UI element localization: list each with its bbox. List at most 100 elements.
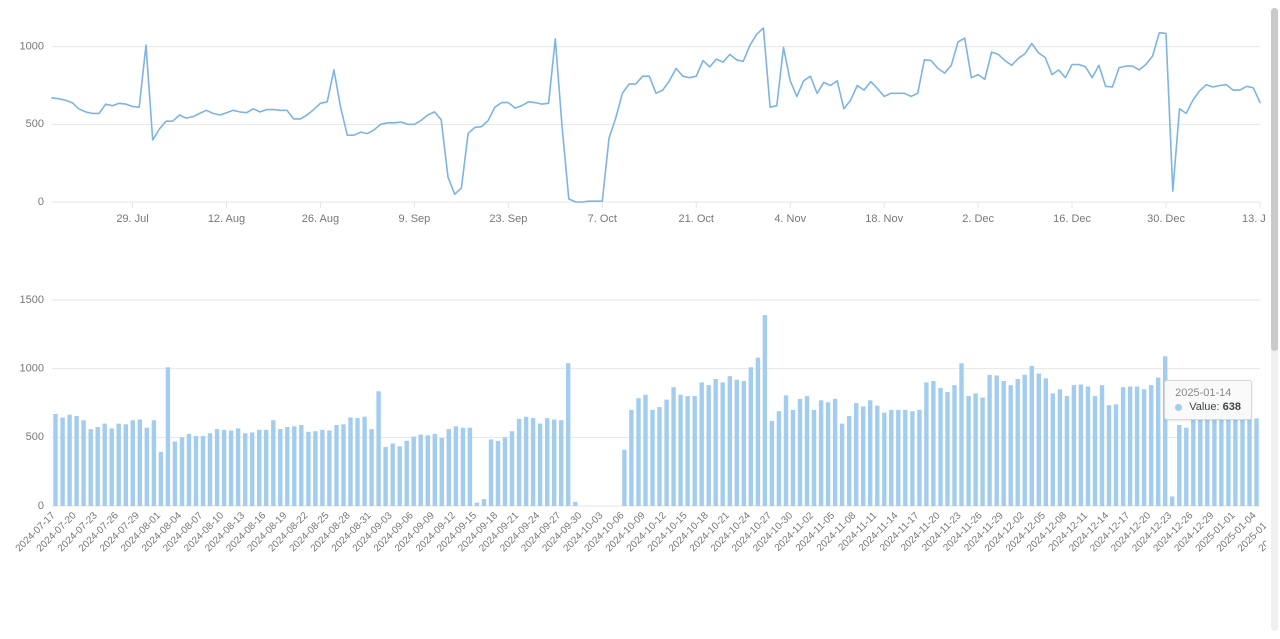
line-chart[interactable]: 0500100029. Jul12. Aug26. Aug9. Sep23. S… [12, 18, 1266, 258]
bar[interactable] [166, 367, 170, 506]
bar[interactable] [629, 410, 633, 506]
bar[interactable] [531, 418, 535, 506]
bar[interactable] [74, 416, 78, 506]
bar[interactable] [383, 447, 387, 506]
bar[interactable] [573, 502, 577, 506]
bar[interactable] [278, 429, 282, 506]
bar[interactable] [552, 420, 556, 507]
bar[interactable] [622, 450, 626, 506]
bar[interactable] [1226, 402, 1230, 506]
bar[interactable] [271, 420, 275, 506]
bar[interactable] [889, 410, 893, 506]
bar[interactable] [1030, 366, 1034, 506]
bar[interactable] [180, 437, 184, 506]
bar[interactable] [517, 419, 521, 506]
bar[interactable] [475, 503, 479, 506]
bar[interactable] [763, 315, 767, 506]
bar[interactable] [419, 435, 423, 506]
bar[interactable] [145, 428, 149, 506]
bar[interactable] [1002, 381, 1006, 506]
bar[interactable] [89, 429, 93, 506]
bar[interactable] [700, 382, 704, 506]
bar[interactable] [173, 442, 177, 507]
bar[interactable] [1093, 396, 1097, 506]
bar[interactable] [1100, 385, 1104, 506]
bar[interactable] [1177, 425, 1181, 506]
bar[interactable] [405, 441, 409, 506]
bar[interactable] [938, 388, 942, 506]
bar[interactable] [1163, 356, 1167, 506]
bar[interactable] [1065, 396, 1069, 506]
bar[interactable] [728, 376, 732, 506]
bar[interactable] [236, 428, 240, 506]
bar[interactable] [440, 438, 444, 506]
bar[interactable] [215, 429, 219, 506]
bar[interactable] [131, 420, 135, 506]
bar[interactable] [187, 434, 191, 506]
bar[interactable] [1149, 385, 1153, 506]
bar[interactable] [1016, 379, 1020, 506]
bar[interactable] [861, 406, 865, 506]
bar[interactable] [222, 430, 226, 506]
bar[interactable] [1212, 404, 1216, 506]
bar[interactable] [426, 435, 430, 506]
bar[interactable] [1023, 375, 1027, 506]
bar[interactable] [334, 425, 338, 506]
bar[interactable] [707, 385, 711, 506]
bar[interactable] [110, 428, 114, 506]
bar[interactable] [1254, 418, 1258, 506]
bar[interactable] [243, 433, 247, 506]
bar[interactable] [636, 398, 640, 506]
bar[interactable] [657, 407, 661, 506]
bar[interactable] [924, 382, 928, 506]
bar[interactable] [257, 430, 261, 506]
bar[interactable] [791, 410, 795, 506]
bar[interactable] [952, 385, 956, 506]
bar[interactable] [461, 428, 465, 506]
bar[interactable] [882, 413, 886, 506]
bar[interactable] [1142, 389, 1146, 506]
bar[interactable] [1184, 428, 1188, 506]
bar[interactable] [1198, 409, 1202, 506]
bar[interactable] [320, 430, 324, 506]
bar[interactable] [355, 418, 359, 506]
bar[interactable] [489, 439, 493, 506]
bar[interactable] [1058, 389, 1062, 506]
bar-chart[interactable]: 0500100015002024-07-172024-07-202024-07-… [12, 290, 1266, 590]
bar[interactable] [847, 416, 851, 506]
bar[interactable] [819, 400, 823, 506]
bar[interactable] [1240, 407, 1244, 506]
bar[interactable] [194, 436, 198, 506]
bar[interactable] [1156, 378, 1160, 506]
bar[interactable] [524, 417, 528, 506]
bar[interactable] [496, 441, 500, 506]
bar[interactable] [348, 417, 352, 506]
bar[interactable] [53, 414, 57, 506]
bar[interactable] [966, 396, 970, 506]
bar[interactable] [510, 431, 514, 506]
bar[interactable] [369, 429, 373, 506]
bar[interactable] [805, 396, 809, 506]
bar[interactable] [671, 387, 675, 506]
bar[interactable] [664, 400, 668, 506]
bar[interactable] [1247, 404, 1251, 506]
bar[interactable] [840, 424, 844, 506]
bar[interactable] [742, 381, 746, 506]
bar[interactable] [1037, 374, 1041, 507]
bar[interactable] [412, 437, 416, 506]
bar[interactable] [931, 381, 935, 506]
bar[interactable] [454, 426, 458, 506]
bar[interactable] [945, 392, 949, 506]
bar[interactable] [327, 431, 331, 507]
vertical-scrollbar[interactable] [1271, 8, 1278, 631]
bar[interactable] [1191, 417, 1195, 506]
bar[interactable] [1009, 385, 1013, 506]
bar[interactable] [854, 403, 858, 506]
bar[interactable] [812, 410, 816, 506]
bar[interactable] [1044, 378, 1048, 506]
bar[interactable] [910, 411, 914, 506]
bar[interactable] [117, 424, 121, 506]
bar[interactable] [1128, 387, 1132, 507]
bar[interactable] [714, 379, 718, 506]
bar[interactable] [995, 376, 999, 507]
